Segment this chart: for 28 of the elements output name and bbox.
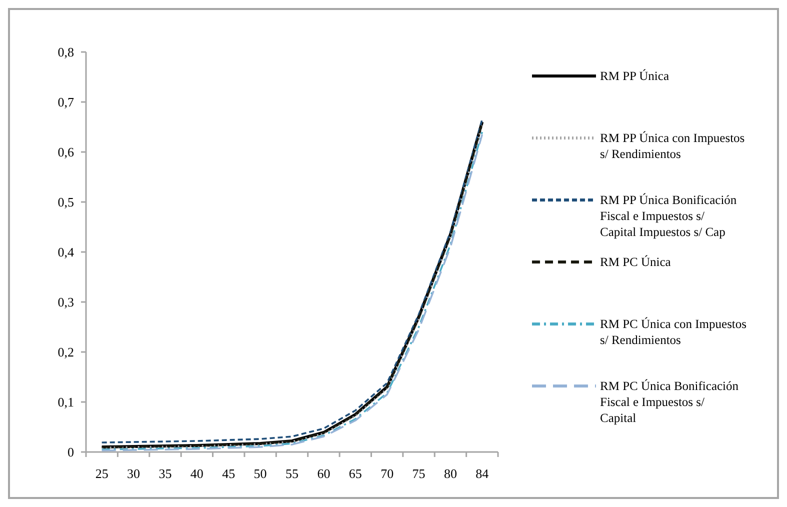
x-tick-label: 55	[286, 466, 298, 481]
x-tick-label: 60	[317, 466, 330, 481]
x-tick-label: 35	[158, 466, 172, 481]
x-tick-label: 45	[222, 466, 236, 481]
legend-label: RM PP Única Bonificación Fiscal e Impuestos s/ Capital Impuestos s/ Cap	[600, 193, 738, 239]
legend-label: RM PP Única con Impuestos s/ Rendimientos	[600, 131, 745, 161]
legend-label: RM PC Única con Impuestos s/ Rendimientos	[600, 317, 747, 347]
x-tick-label: 65	[348, 466, 362, 481]
x-tick-label: 50	[254, 466, 267, 481]
y-tick-label: 0,1	[58, 394, 74, 410]
y-tick-label: 0,5	[58, 194, 74, 210]
y-tick-label: 0,2	[58, 344, 74, 360]
legend-label: RM PC Única	[600, 255, 672, 269]
y-tick-label: 0,4	[58, 244, 74, 260]
y-tick-label: 0,6	[58, 144, 74, 160]
x-tick-label: 40	[190, 466, 204, 481]
x-tick-label: 75	[412, 466, 426, 481]
x-tick-label: 80	[444, 466, 457, 481]
x-tick-label: 30	[127, 466, 140, 481]
legend-label: RM PC Única Bonificación Fiscal e Impuestos s/ Capital	[600, 379, 740, 425]
y-tick-label: 0,3	[58, 294, 74, 310]
legend-label: RM PP Única	[600, 69, 670, 83]
x-tick-label: 84	[476, 466, 490, 481]
y-tick-label: 0,8	[58, 44, 74, 60]
x-tick-label: 70	[380, 466, 394, 481]
y-tick-label: 0,7	[58, 94, 74, 110]
x-tick-label: 25	[95, 466, 108, 481]
y-tick-label: 0	[68, 444, 74, 460]
